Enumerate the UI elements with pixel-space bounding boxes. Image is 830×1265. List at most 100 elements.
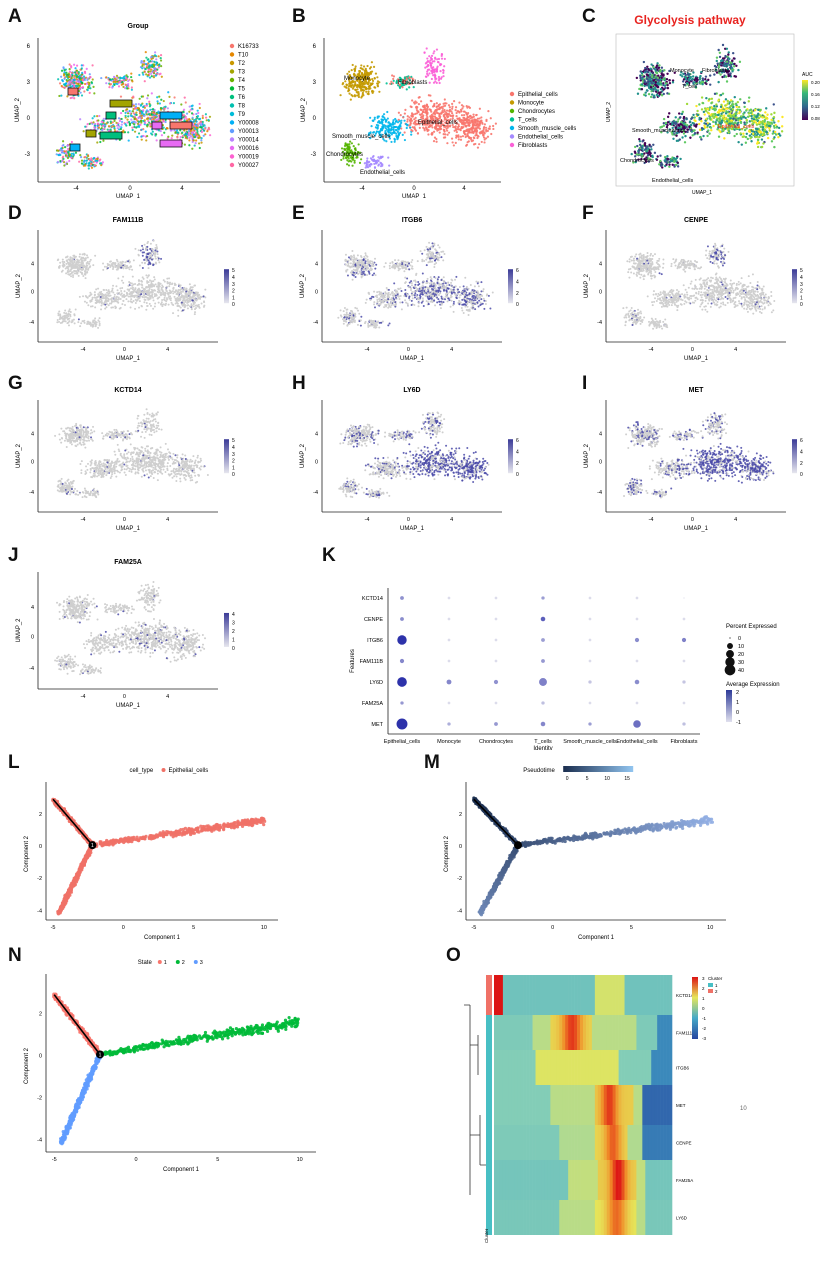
heat-cell xyxy=(636,975,640,1015)
panel-letter-a: A xyxy=(8,6,22,27)
branch-point xyxy=(88,841,97,850)
heat-cell xyxy=(565,1015,569,1050)
heat-cell xyxy=(583,1050,587,1085)
heat-cell xyxy=(648,1200,652,1235)
heat-cell xyxy=(574,1125,578,1160)
heat-cell xyxy=(547,975,551,1015)
dot-MET-Endothelial_cells xyxy=(633,720,641,728)
heat-cell xyxy=(541,1015,545,1050)
heat-cell xyxy=(654,1200,658,1235)
dot-MET-Smooth_muscle_cells xyxy=(588,722,592,726)
y-axis-label: UMAP_2 xyxy=(16,618,22,643)
colorbar-tick: 2 xyxy=(232,289,235,295)
expression-colorbar xyxy=(224,439,229,474)
heat-cell xyxy=(565,1050,569,1085)
heat-cell xyxy=(621,1125,625,1160)
heat-cell xyxy=(517,1160,521,1200)
heat-cell xyxy=(562,1125,566,1160)
heat-cell xyxy=(588,1125,593,1160)
heat-cell xyxy=(494,1085,498,1125)
heat-cell xyxy=(496,1085,501,1125)
heat-cell xyxy=(565,1200,569,1235)
heat-cell xyxy=(568,975,572,1015)
heat-cell xyxy=(597,1160,602,1200)
y-axis-label: Features xyxy=(350,649,356,673)
heat-cell xyxy=(663,1085,667,1125)
dot-LY6D-Monocyte xyxy=(446,679,452,685)
heat-cell xyxy=(657,1200,661,1235)
heat-cell xyxy=(660,1015,664,1050)
dot-ITGB6-Epithelial_cells xyxy=(397,635,407,645)
heat-cell xyxy=(609,1200,613,1235)
y-tick: 0 xyxy=(31,290,34,296)
legend-label: Fibroblasts xyxy=(518,143,547,149)
y-tick: -2 xyxy=(37,1095,42,1101)
heat-cell xyxy=(544,1050,548,1085)
heat-cell xyxy=(541,1050,545,1085)
state-swatch xyxy=(175,960,180,964)
heat-cell xyxy=(568,1050,572,1085)
heat-cell xyxy=(618,1200,622,1235)
feature-tick-label: ITGB6 xyxy=(367,638,383,644)
heat-cell xyxy=(562,975,566,1015)
x-tick: -4 xyxy=(81,694,86,700)
heat-cell xyxy=(502,1015,507,1050)
dot-KCTD14-T_cells xyxy=(541,596,545,600)
panel-a-legend: K16733 T10 T2 T3 T4 T5 T6 T8 T9 Y00008 Y00013 Y0001… xyxy=(229,43,259,169)
c-label-monocyte: Monocyte xyxy=(670,68,694,74)
heat-cell xyxy=(636,1200,640,1235)
y-tick: 0 xyxy=(39,844,42,850)
heat-cell xyxy=(663,1015,667,1050)
y-tick: -4 xyxy=(29,320,34,326)
heat-cell xyxy=(511,1015,516,1050)
heat-cell xyxy=(615,1160,619,1200)
heat-cell xyxy=(657,1125,661,1160)
heat-cell xyxy=(597,1015,602,1050)
heat-cell xyxy=(627,1200,631,1235)
heat-cell xyxy=(526,1050,530,1085)
heat-cell xyxy=(651,1160,655,1200)
colorbar-tick: 0 xyxy=(232,472,235,478)
legend-swatch xyxy=(229,69,235,74)
colorbar-tick: 2 xyxy=(800,289,803,295)
y-tick: 2 xyxy=(39,812,42,818)
heat-cell xyxy=(612,1050,616,1085)
row-dendrogram xyxy=(464,1004,489,1195)
legend-swatch xyxy=(509,142,515,148)
heat-cell xyxy=(577,975,581,1015)
heat-cell xyxy=(574,975,578,1015)
heat-cell xyxy=(526,1015,530,1050)
heat-cell xyxy=(541,1200,545,1235)
legend-swatch xyxy=(509,125,515,131)
cluster-side-label: Cluster xyxy=(484,1228,489,1243)
x-tick: -5 xyxy=(51,925,56,931)
heat-cell xyxy=(559,1125,563,1160)
heat-cell xyxy=(505,1125,510,1160)
y-tick: -3 xyxy=(311,152,317,158)
colorbar-tick: 6 xyxy=(800,438,803,444)
heat-cell xyxy=(645,1085,649,1125)
x-tick: 0 xyxy=(407,517,410,523)
heat-cell xyxy=(606,1125,610,1160)
y-tick: 4 xyxy=(31,432,34,438)
x-axis-label: UMAP_1 xyxy=(400,526,425,532)
heat-cell xyxy=(511,1050,516,1085)
legend-swatch xyxy=(229,120,235,125)
heat-cell xyxy=(550,1015,554,1050)
feature-tick-label: FAM111B xyxy=(360,659,384,665)
heat-cell xyxy=(550,1125,554,1160)
identity-tick-label: Smooth_muscle_cells xyxy=(563,739,617,745)
legend-title: Pseudotime xyxy=(523,768,555,774)
heat-cell xyxy=(627,1050,631,1085)
legend-label: T6 xyxy=(238,95,246,101)
colorbar-tick: 1 xyxy=(232,465,235,471)
heat-cell xyxy=(645,1125,649,1160)
heat-cell xyxy=(580,1050,584,1085)
heat-cell xyxy=(630,1125,634,1160)
heat-cell xyxy=(669,1125,673,1160)
heat-cell xyxy=(639,1200,643,1235)
heat-cell xyxy=(505,1015,510,1050)
cluster-legend-title: Cluster xyxy=(708,976,723,981)
feature-title: ITGB6 xyxy=(402,217,423,224)
heat-cell xyxy=(612,975,616,1015)
